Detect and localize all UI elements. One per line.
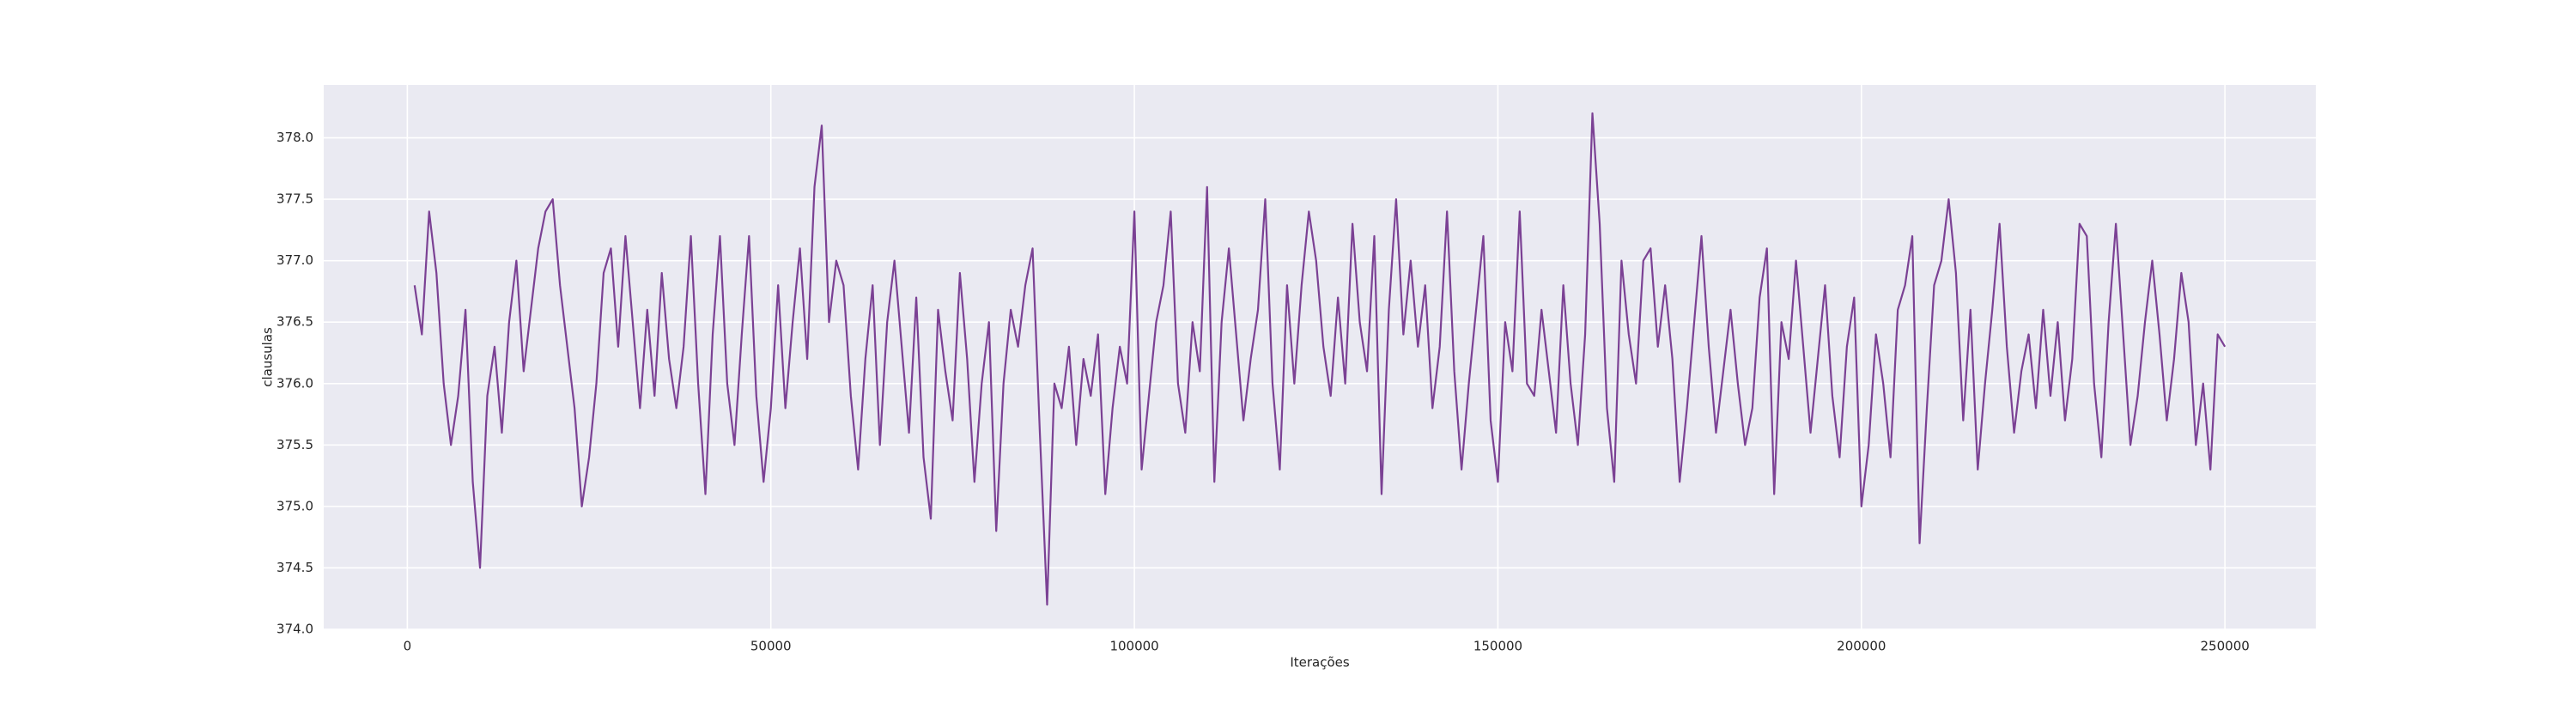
x-tick-label: 50000 <box>750 639 792 654</box>
y-tick-label: 374.5 <box>276 560 313 575</box>
y-tick-label: 375.0 <box>276 498 313 513</box>
y-tick-label: 377.5 <box>276 191 313 207</box>
y-tick-label: 375.5 <box>276 437 313 452</box>
data-line <box>413 112 2227 606</box>
x-tick-label: 250000 <box>2201 639 2250 654</box>
y-axis-label: clausulas <box>260 327 276 387</box>
y-tick-label: 377.0 <box>276 252 313 268</box>
x-tick-label: 0 <box>404 639 412 654</box>
x-tick-label: 200000 <box>1837 639 1886 654</box>
y-tick-label: 376.5 <box>276 314 313 330</box>
x-tick-label: 100000 <box>1109 639 1158 654</box>
y-tick-label: 378.0 <box>276 130 313 145</box>
x-tick-label: 150000 <box>1473 639 1522 654</box>
y-tick-label: 374.0 <box>276 622 313 637</box>
y-tick-label: 376.0 <box>276 375 313 391</box>
plot-area <box>324 85 2316 629</box>
x-axis-label: Iterações <box>1290 655 1350 671</box>
